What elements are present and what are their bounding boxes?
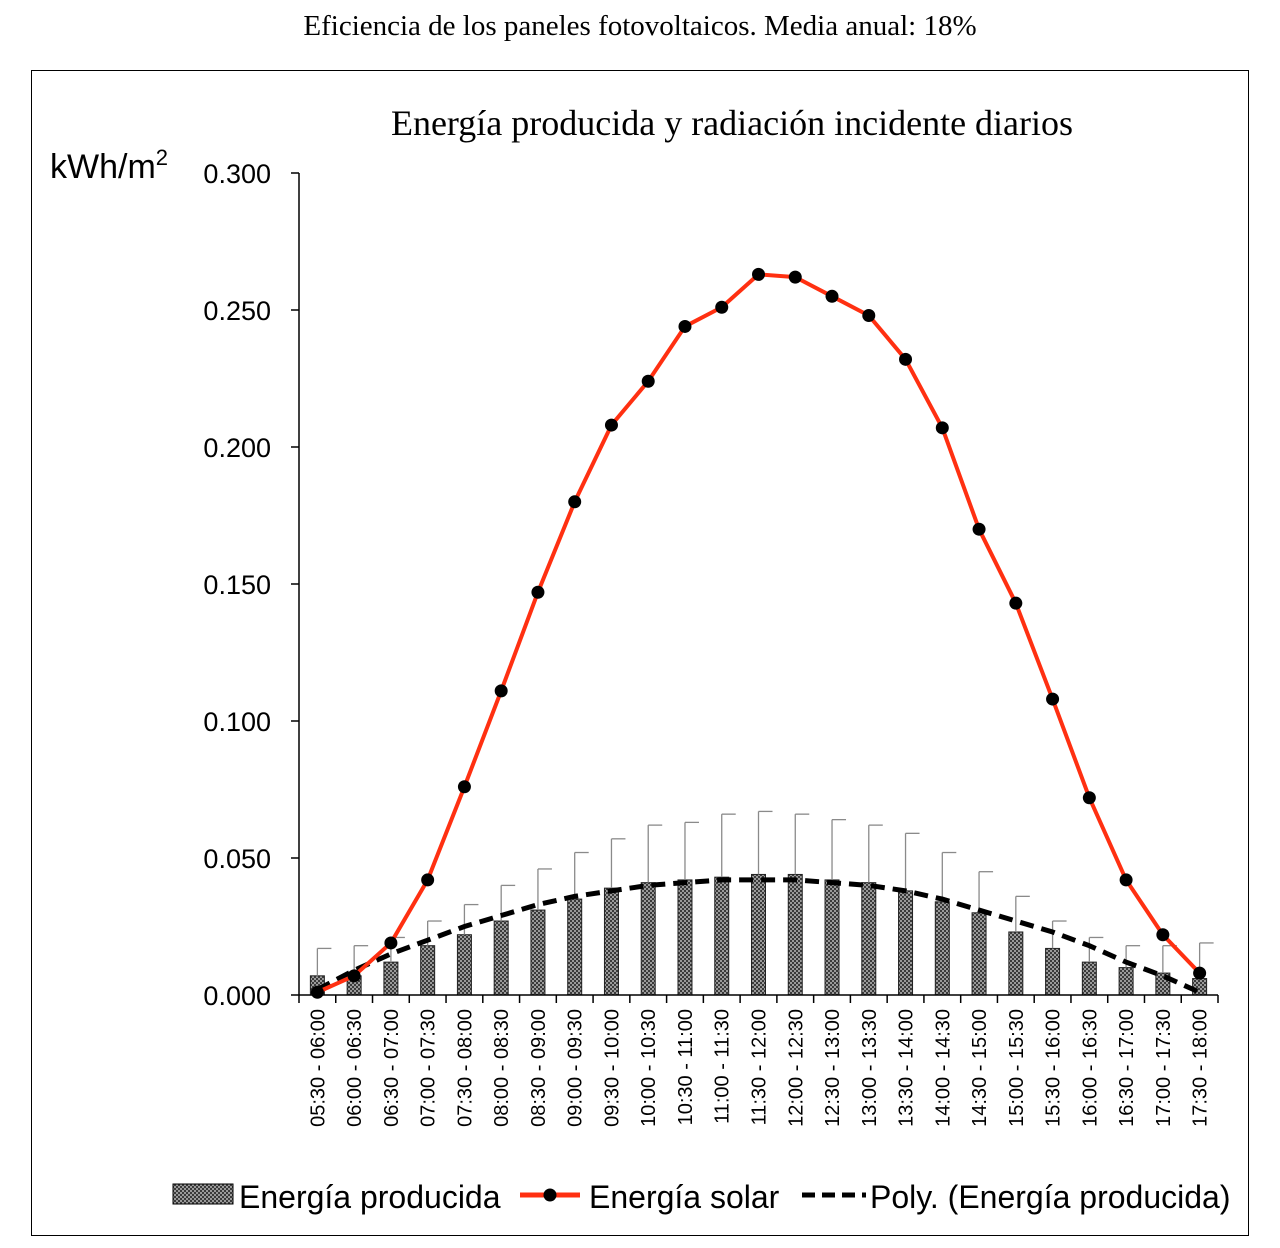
solar-point [384, 936, 398, 950]
x-tick-label: 10:00 - 10:30 [638, 1009, 660, 1127]
x-tick-label: 07:30 - 08:00 [454, 1009, 476, 1127]
solar-point [641, 374, 655, 388]
solar-point [752, 267, 765, 281]
x-tick-label: 07:00 - 07:30 [418, 1009, 440, 1127]
solar-point [899, 352, 913, 366]
bar [603, 887, 619, 996]
solar-point [604, 418, 618, 432]
x-tick-label: 16:30 - 17:00 [1116, 1009, 1138, 1127]
chart-title: Energía producida y radiación incidente … [391, 103, 1073, 143]
bar [677, 879, 693, 996]
x-tick-label: 15:30 - 16:00 [1043, 1009, 1065, 1127]
solar-point [568, 495, 582, 509]
x-tick-label: 15:00 - 15:30 [1006, 1009, 1028, 1127]
solar-point [935, 421, 949, 435]
x-tick-label: 13:00 - 13:30 [859, 1009, 881, 1127]
bar [971, 912, 987, 996]
bar [567, 898, 583, 996]
x-tick-label: 06:30 - 07:00 [381, 1009, 403, 1127]
solar-point [715, 300, 729, 314]
x-tick-label: 16:00 - 16:30 [1079, 1009, 1101, 1127]
bar [898, 890, 914, 996]
bar [1008, 931, 1024, 996]
solar-point [1046, 692, 1060, 706]
x-tick-label: 11:00 - 11:30 [712, 1009, 734, 1124]
solar-point [825, 289, 839, 303]
solar-point [972, 522, 986, 536]
bar [861, 882, 877, 996]
bar [493, 920, 509, 996]
x-tick-label: 08:30 - 09:00 [528, 1009, 550, 1127]
solar-point [531, 585, 545, 599]
x-tick-label: 13:30 - 14:00 [896, 1009, 918, 1127]
solar-series [310, 267, 1207, 999]
bar-series [309, 873, 1208, 996]
x-axis: 05:30 - 06:00 06:00 - 06:30 06:30 - 07:00 0… [298, 994, 1219, 1127]
y-tick-label: 0.050 [203, 844, 271, 874]
x-tick-label: 08:00 - 08:30 [491, 1009, 513, 1127]
y-axis-unit: kWh/m2 [50, 145, 168, 186]
solar-point [862, 308, 876, 322]
x-tick-label: 14:30 - 15:00 [969, 1009, 991, 1127]
legend-swatch-energia-solar-marker [543, 1188, 557, 1202]
y-axis: 0.000 0.050 0.100 0.150 0.200 0.250 0.300 [203, 159, 300, 1011]
legend-label-energia-solar: Energía solar [589, 1179, 780, 1215]
y-tick-label: 0.200 [203, 433, 271, 463]
bar [640, 882, 656, 996]
x-tick-label: 11:30 - 12:00 [749, 1009, 771, 1125]
bar [934, 901, 950, 996]
x-tick-label: 12:30 - 13:00 [822, 1009, 844, 1127]
x-tick-label: 14:00 - 14:30 [932, 1009, 954, 1127]
solar-point [457, 780, 471, 794]
x-tick-label: 09:30 - 10:00 [601, 1009, 623, 1127]
bar [714, 876, 730, 996]
bar [787, 873, 803, 996]
x-tick-label: 10:30 - 11:00 [675, 1009, 697, 1125]
error-bars [316, 810, 1214, 979]
legend-label-energia-producida: Energía producida [239, 1179, 501, 1215]
y-axis-unit-base: kWh/m [50, 148, 156, 186]
x-tick-label: 17:00 - 17:30 [1153, 1009, 1175, 1127]
solar-point [494, 684, 508, 698]
solar-point [310, 985, 324, 999]
y-axis-unit-superscript: 2 [156, 145, 168, 170]
solar-point [1082, 791, 1096, 805]
bar [1045, 947, 1061, 996]
bar [824, 879, 840, 996]
y-tick-label: 0.250 [203, 296, 271, 326]
y-tick-label: 0.100 [203, 707, 271, 737]
legend-label-trendline: Poly. (Energía producida) [870, 1179, 1230, 1215]
bar [1118, 967, 1134, 996]
solar-point [788, 270, 802, 284]
page-title: Eficiencia de los paneles fotovoltaicos.… [303, 10, 977, 42]
x-tick-label: 05:30 - 06:00 [307, 1009, 329, 1127]
bar [1081, 961, 1097, 996]
x-tick-label: 06:00 - 06:30 [344, 1009, 366, 1127]
solar-point [421, 873, 435, 887]
y-tick-label: 0.300 [203, 159, 271, 189]
bar [420, 945, 436, 996]
legend-swatch-energia-producida [172, 1183, 234, 1205]
solar-point [1193, 966, 1207, 980]
trendline-series [316, 877, 1201, 995]
solar-point [1009, 596, 1023, 610]
bar [751, 873, 766, 996]
solar-point [1119, 873, 1133, 887]
trendline [316, 877, 1201, 995]
x-tick-label: 09:00 - 09:30 [565, 1009, 587, 1127]
y-tick-label: 0.000 [203, 981, 271, 1011]
bar [530, 909, 546, 996]
bar [383, 961, 399, 996]
x-tick-label: 12:00 - 12:30 [785, 1009, 807, 1127]
solar-point [1156, 928, 1170, 942]
chart-frame [31, 70, 1249, 1236]
bar [456, 934, 472, 996]
legend: Energía producida Energía solar Poly. (E… [172, 1179, 1230, 1215]
solar-point [347, 969, 361, 983]
x-tick-label: 17:30 - 18:00 [1190, 1009, 1212, 1127]
y-tick-label: 0.150 [203, 570, 271, 600]
solar-point [678, 319, 692, 333]
